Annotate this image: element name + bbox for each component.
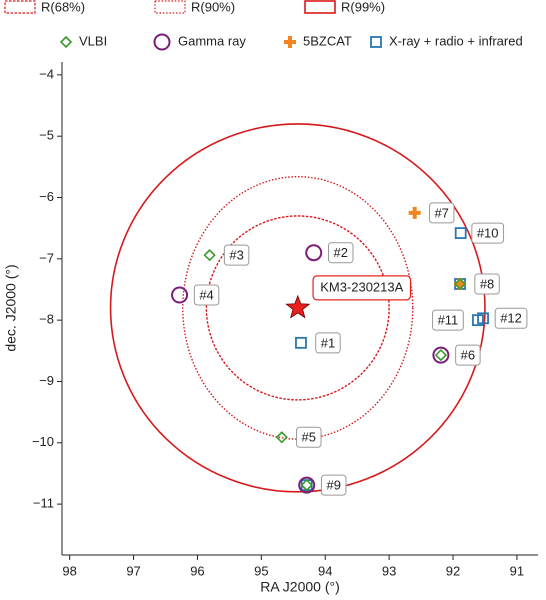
- gamma-marker: [432, 346, 450, 364]
- legend-swatch: [4, 0, 36, 14]
- legend-marker: [370, 36, 382, 48]
- source-label-box: [223, 244, 250, 266]
- x-axis-title: RA J2000 (°): [260, 579, 340, 595]
- source-label: #11: [438, 313, 459, 328]
- legend-label: 5BZCAT: [303, 33, 352, 48]
- legend-swatch: [304, 0, 336, 14]
- x-tick-label: 98: [62, 563, 76, 578]
- legend-swatch: [154, 0, 186, 14]
- source-label-box: [471, 222, 505, 244]
- x-tick-label: 96: [190, 563, 204, 578]
- x-tick-label: 97: [126, 563, 140, 578]
- source-label: #9: [326, 478, 340, 493]
- y-tick-label: −5: [39, 128, 54, 143]
- legend-label: R(68%): [41, 0, 85, 14]
- source-label: #5: [302, 430, 316, 445]
- legend-label: R(90%): [191, 0, 235, 14]
- y-axis-title: dec. J2000 (°): [3, 264, 19, 351]
- source-label-box: [432, 309, 464, 331]
- gamma-marker: [298, 476, 316, 494]
- x-tick-label: 92: [446, 563, 460, 578]
- x-tick-label: 93: [382, 563, 396, 578]
- source-label: #12: [500, 311, 522, 326]
- y-tick-label: −11: [33, 496, 54, 511]
- xray-marker: [300, 479, 313, 491]
- source-label-box: [193, 284, 220, 306]
- source-label-box: [474, 273, 500, 295]
- gamma-marker: [171, 286, 189, 304]
- bzcat-marker: [408, 206, 421, 219]
- source-label-box: [296, 426, 322, 448]
- x-tick-label: 95: [254, 563, 268, 578]
- region-circle: [109, 123, 486, 493]
- y-tick-label: −6: [39, 189, 54, 204]
- xray-marker: [477, 312, 489, 325]
- y-tick-label: −9: [39, 373, 54, 388]
- y-tick-label: −7: [39, 250, 54, 265]
- source-label-box: [455, 344, 481, 366]
- legend-item: 5BZCAT: [284, 33, 352, 48]
- legend-label: VLBI: [79, 33, 107, 48]
- y-tick-label: −4: [39, 66, 54, 81]
- vlbi-marker: [203, 249, 216, 262]
- region-circle: [182, 175, 414, 440]
- legend-label: X-ray + radio + infrared: [389, 33, 523, 48]
- source-label-box: [428, 202, 455, 224]
- xray-marker: [454, 227, 467, 239]
- vlbi-marker: [434, 348, 448, 362]
- legend-label: Gamma ray: [178, 33, 246, 48]
- y-tick-label: −10: [32, 434, 54, 449]
- region-circle: [205, 215, 390, 401]
- source-label: #10: [477, 226, 499, 241]
- gamma-marker: [305, 244, 323, 262]
- source-label-box: [315, 332, 341, 354]
- legend-marker: [59, 35, 73, 49]
- source-label: #6: [461, 348, 475, 363]
- legend-item: Gamma ray: [153, 33, 246, 51]
- source-label: #7: [434, 205, 448, 220]
- legend-item: X-ray + radio + infrared: [370, 33, 523, 48]
- x-tick-label: 91: [510, 563, 524, 578]
- x-tick-label: 94: [318, 563, 332, 578]
- vlbi-marker: [275, 431, 288, 444]
- bzcat-marker: [454, 277, 467, 290]
- y-tick-label: −8: [39, 312, 54, 327]
- source-label: #3: [229, 248, 243, 263]
- source-label-box: [494, 307, 528, 329]
- legend-label: R(99%): [341, 0, 385, 14]
- source-label: #1: [321, 335, 335, 350]
- legend-item: VLBI: [59, 33, 107, 49]
- source-label: #2: [334, 245, 348, 260]
- source-label-box: [328, 242, 354, 264]
- legend-marker: [153, 33, 171, 51]
- vlbi-marker: [300, 478, 313, 492]
- vlbi-marker: [453, 277, 467, 291]
- source-label: #4: [199, 287, 213, 302]
- source-label: #8: [480, 276, 494, 291]
- event-label-box: [312, 275, 412, 301]
- event-label: KM3-230213A: [320, 279, 403, 294]
- legend-marker: [284, 36, 296, 48]
- source-label-box: [320, 474, 347, 496]
- event-star: [285, 294, 311, 319]
- xray-marker: [295, 336, 307, 349]
